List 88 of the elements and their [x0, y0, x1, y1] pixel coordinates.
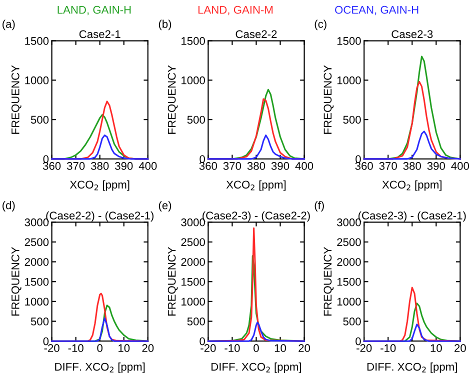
y-tick-label: 2000 — [181, 258, 205, 266]
y-tick-label: 0 — [200, 155, 205, 164]
text: (f) — [314, 201, 324, 212]
x-tick-label: 360 — [355, 162, 373, 170]
y-axis-title: FREQUENCY — [168, 246, 178, 316]
x-tick-label: -20 — [356, 344, 372, 352]
y-tick-label: 2500 — [181, 238, 205, 246]
y-tick-label: 0 — [43, 337, 49, 346]
x-tick-label: 360 — [42, 162, 61, 170]
y-axis-title: FREQUENCY — [324, 65, 334, 134]
x-tick-label: 380 — [91, 162, 109, 170]
y-tick-label: 1000 — [182, 76, 205, 84]
y-tick-label: 2500 — [337, 238, 361, 246]
x-tick-label: 370 — [66, 162, 85, 170]
text: OCEAN, GAIN-H — [335, 6, 418, 16]
x-tick-label: -20 — [200, 344, 216, 352]
y-axis-title: FREQUENCY — [168, 65, 178, 134]
x-tick-label: 370 — [379, 162, 397, 170]
y-tick-label: 3000 — [337, 218, 361, 226]
y-tick-label: 2000 — [24, 258, 49, 266]
y-tick-label: 1000 — [25, 76, 49, 84]
x-tick-label: 390 — [271, 162, 290, 170]
y-tick-label: 500 — [343, 116, 361, 124]
chart-title: (Case2-3) - (Case2-1) — [358, 211, 466, 222]
y-tick-label: 2500 — [24, 238, 49, 246]
x-axis-title: XCO$_{2}$ [ppm] — [382, 180, 442, 191]
x-axis-title: DIFF. XCO$_{2}$ [ppm] — [367, 362, 457, 373]
y-tick-label: 1000 — [337, 76, 361, 84]
y-tick-label: 2000 — [337, 258, 361, 266]
x-tick-label: 380 — [403, 162, 421, 170]
x-tick-label: 370 — [223, 162, 242, 170]
y-tick-label: 500 — [30, 318, 49, 326]
x-tick-label: 20 — [142, 344, 154, 352]
x-tick-label: 0 — [254, 344, 259, 352]
x-tick-label: 400 — [451, 162, 470, 170]
text: LAND, GAIN-H — [58, 6, 131, 16]
y-tick-label: 1500 — [25, 278, 49, 286]
text: (e) — [158, 201, 172, 212]
x-tick-label: 0 — [409, 344, 415, 352]
y-axis-title: FREQUENCY — [11, 246, 22, 316]
x-axis-title: XCO$_{2}$ [ppm] — [226, 180, 286, 191]
x-tick-label: 390 — [427, 162, 445, 170]
y-tick-label: 1500 — [182, 278, 205, 286]
x-axis-title: XCO$_{2}$ [ppm] — [70, 180, 130, 191]
x-tick-label: 0 — [97, 344, 103, 352]
text: (c) — [314, 20, 326, 30]
y-tick-label: 1000 — [25, 298, 49, 306]
y-tick-label: 1500 — [337, 278, 361, 286]
text: (b) — [158, 20, 172, 30]
x-tick-label: -20 — [44, 344, 60, 352]
x-tick-label: -10 — [68, 344, 84, 352]
y-tick-label: 1500 — [337, 37, 361, 45]
y-tick-label: 0 — [200, 337, 205, 346]
y-tick-label: 0 — [356, 337, 361, 346]
y-tick-label: 1500 — [182, 37, 205, 45]
y-tick-label: 1000 — [337, 298, 361, 306]
y-tick-label: 500 — [30, 116, 49, 124]
y-tick-label: 500 — [187, 318, 205, 326]
y-tick-label: 3000 — [181, 218, 205, 226]
y-tick-label: 500 — [187, 116, 205, 124]
x-tick-label: 380 — [247, 162, 266, 170]
x-tick-label: 20 — [454, 344, 466, 352]
x-tick-label: 360 — [199, 162, 218, 170]
x-tick-label: 10 — [430, 344, 442, 352]
y-tick-label: 500 — [343, 318, 361, 326]
x-tick-label: -10 — [224, 344, 240, 352]
x-tick-label: 20 — [298, 344, 310, 352]
chart-title: Case2-2 — [236, 30, 277, 38]
chart-title: Case2-3 — [392, 30, 433, 38]
x-axis-title: DIFF. XCO$_{2}$ [ppm] — [212, 362, 301, 373]
y-tick-label: 0 — [43, 155, 49, 164]
x-tick-label: 400 — [138, 162, 157, 170]
x-tick-label: 390 — [115, 162, 133, 170]
text: LAND, GAIN-M — [198, 6, 273, 16]
text: (a) — [2, 20, 15, 30]
chart-title: Case2-1 — [79, 30, 120, 38]
y-axis-title: FREQUENCY — [324, 246, 334, 316]
chart-title: (Case2-3) - (Case2-2) — [202, 211, 310, 222]
y-axis-title: FREQUENCY — [11, 65, 22, 134]
y-tick-label: 1000 — [182, 298, 205, 306]
x-tick-label: 10 — [118, 344, 130, 352]
x-tick-label: 10 — [274, 344, 286, 352]
text: (d) — [2, 201, 15, 212]
x-tick-label: -10 — [380, 344, 396, 352]
x-axis-title: DIFF. XCO$_{2}$ [ppm] — [55, 362, 145, 373]
y-tick-label: 0 — [356, 155, 361, 164]
x-tick-label: 400 — [295, 162, 314, 170]
y-tick-label: 1500 — [25, 37, 49, 45]
